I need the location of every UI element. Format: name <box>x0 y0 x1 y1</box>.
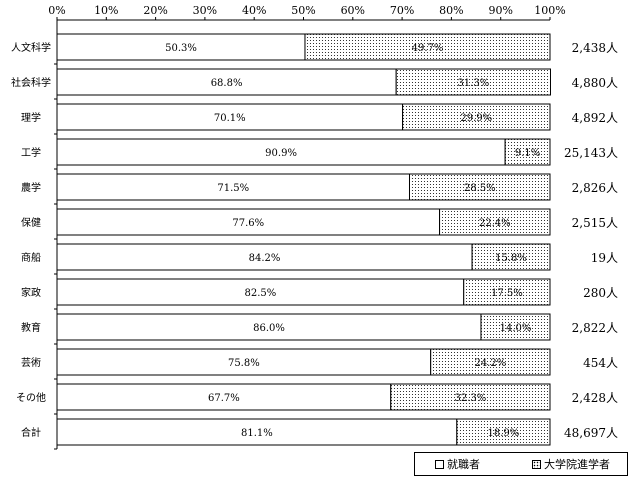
data-label-employed: 90.9% <box>265 148 297 159</box>
data-label-employed: 68.8% <box>211 78 243 89</box>
legend-swatch-graduate <box>532 459 541 469</box>
total-label: 2,438人 <box>572 41 618 55</box>
bar-employed <box>56 278 465 306</box>
category-label: その他 <box>16 391 46 404</box>
x-tick-label: 30% <box>193 4 217 17</box>
data-label-graduate: 22.4% <box>479 218 511 229</box>
legend-swatch-employed <box>435 459 444 469</box>
x-tick-label: 10% <box>94 4 118 17</box>
data-label-graduate: 15.8% <box>495 253 527 264</box>
bar-graduate <box>456 418 551 446</box>
bar-graduate <box>480 313 551 341</box>
x-tick-label: 70% <box>390 4 414 17</box>
data-label-employed: 71.5% <box>217 183 249 194</box>
bar-employed <box>56 418 458 446</box>
total-label: 2,822人 <box>572 321 618 335</box>
data-label-graduate: 18.9% <box>488 428 520 439</box>
data-label-graduate: 9.1% <box>515 148 540 159</box>
x-tick-label: 0% <box>48 4 65 17</box>
bar-graduate <box>390 383 551 411</box>
x-tick-label: 90% <box>488 4 512 17</box>
bar-employed <box>56 208 441 236</box>
data-label-graduate: 29.9% <box>460 113 492 124</box>
total-label: 280人 <box>583 286 618 300</box>
category-label: 合計 <box>21 426 41 439</box>
category-label: 教育 <box>21 321 41 334</box>
x-tick-label: 80% <box>439 4 463 17</box>
category-label: 保健 <box>21 216 41 229</box>
data-label-employed: 84.2% <box>249 253 281 264</box>
legend-item-graduate: 大学院進学者 <box>532 456 610 472</box>
data-label-employed: 82.5% <box>244 288 276 299</box>
data-label-graduate: 24.2% <box>474 358 506 369</box>
data-label-graduate: 49.7% <box>412 43 444 54</box>
total-label: 4,880人 <box>572 76 618 90</box>
data-label-employed: 50.3% <box>165 43 197 54</box>
bar-employed <box>56 138 506 166</box>
total-label: 2,428人 <box>572 391 618 405</box>
data-label-employed: 75.8% <box>228 358 260 369</box>
category-label: 社会科学 <box>11 76 51 89</box>
category-label: 農学 <box>21 181 41 194</box>
data-label-employed: 67.7% <box>208 393 240 404</box>
category-label: 人文科学 <box>11 41 51 54</box>
total-label: 2,826人 <box>572 181 618 195</box>
legend-label-graduate: 大学院進学者 <box>544 458 610 471</box>
data-label-graduate: 14.0% <box>500 323 532 334</box>
bar-graduate <box>408 173 551 201</box>
data-label-graduate: 32.3% <box>454 393 486 404</box>
bar-graduate <box>463 278 551 306</box>
bar-employed <box>56 243 473 271</box>
bar-graduate <box>471 243 551 271</box>
bar-employed <box>56 383 392 411</box>
category-label: 工学 <box>21 146 41 159</box>
bar-employed <box>56 68 397 96</box>
bar-employed <box>56 33 306 61</box>
bar-employed <box>56 313 482 341</box>
bar-employed <box>56 348 432 376</box>
x-tick-label: 40% <box>242 4 266 17</box>
x-tick-label: 60% <box>341 4 365 17</box>
total-label: 454人 <box>583 356 618 370</box>
bar-graduate <box>430 348 551 376</box>
legend-item-employed: 就職者 <box>435 456 480 472</box>
x-tick-label: 50% <box>291 4 315 17</box>
category-label: 理学 <box>21 111 41 124</box>
data-label-employed: 86.0% <box>253 323 285 334</box>
total-label: 48,697人 <box>564 426 618 440</box>
category-label: 商船 <box>21 251 41 264</box>
bar-graduate <box>504 138 551 166</box>
data-label-employed: 77.6% <box>232 218 264 229</box>
bar-graduate <box>395 68 551 96</box>
total-label: 19人 <box>591 251 618 265</box>
data-label-graduate: 28.5% <box>464 183 496 194</box>
x-tick-label: 20% <box>143 4 167 17</box>
bar-graduate <box>439 208 551 236</box>
total-label: 2,515人 <box>572 216 618 230</box>
data-label-graduate: 31.3% <box>457 78 489 89</box>
total-label: 4,892人 <box>572 111 618 125</box>
bar-graduate <box>304 33 551 61</box>
category-label: 芸術 <box>21 356 41 369</box>
x-tick-label: 100% <box>534 4 565 17</box>
total-label: 25,143人 <box>564 146 618 160</box>
legend-label-employed: 就職者 <box>447 458 480 471</box>
legend: 就職者 大学院進学者 <box>414 452 628 476</box>
data-label-employed: 70.1% <box>214 113 246 124</box>
data-label-employed: 81.1% <box>241 428 273 439</box>
bar-graduate <box>402 103 551 131</box>
category-label: 家政 <box>21 286 41 299</box>
data-label-graduate: 17.5% <box>491 288 523 299</box>
